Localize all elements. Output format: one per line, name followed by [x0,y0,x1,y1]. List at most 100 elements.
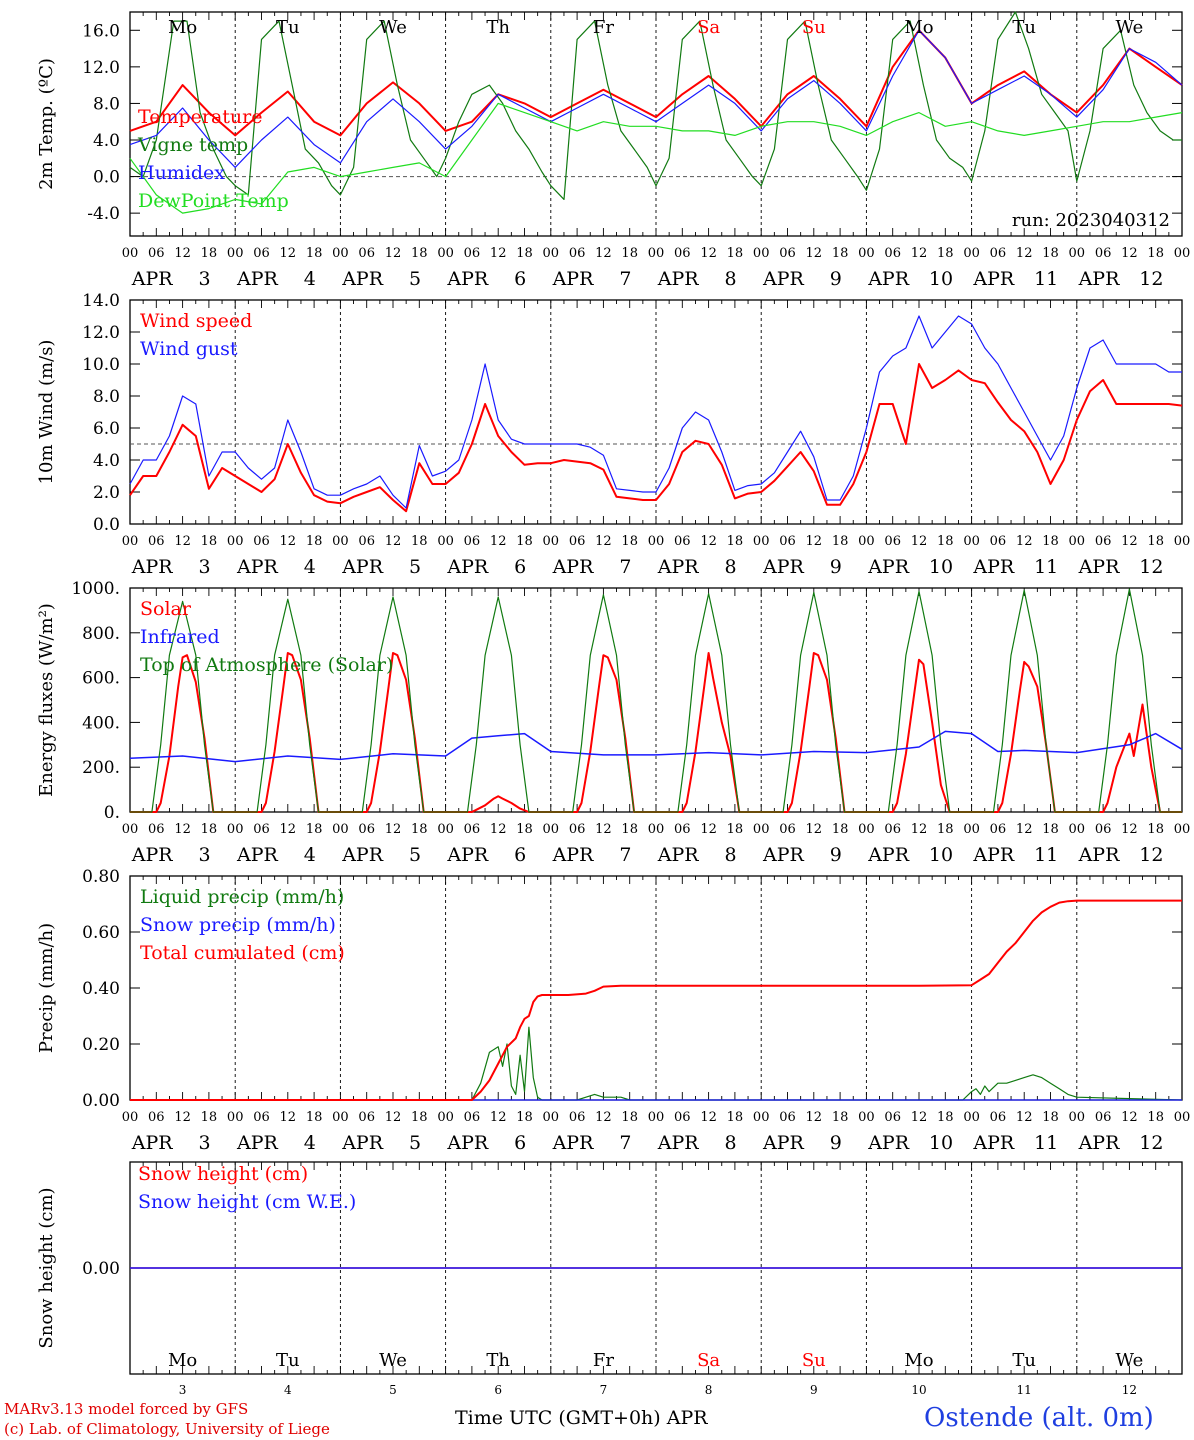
hour-tick-label: 12 [1121,534,1138,549]
legend-entry: Solar [140,598,192,620]
hour-tick-label: 12 [911,534,928,549]
day-label: Sa [697,17,720,38]
date-month-label: APR [446,844,489,866]
panel-snow: 0.00 Snow height (cm) Snow height (cm) Snow… [36,1161,1183,1397]
date-day-label: 6 [514,556,526,578]
y-tick-label: 14.0 [82,291,120,311]
date-day-label: 7 [619,1132,631,1154]
y-tick-label: 8.0 [93,94,120,114]
hour-tick-label: 00 [227,534,244,549]
hour-tick-label: 12 [280,1110,297,1125]
y-tick-label: 600. [82,669,120,689]
hour-tick-label: 18 [621,246,638,261]
date-day-label: 7 [619,844,631,866]
hour-tick-label: 18 [516,1110,533,1125]
hour-tick-label: 00 [963,534,980,549]
hour-tick-label: 00 [1174,822,1191,837]
hour-tick-label: 18 [306,1110,323,1125]
hour-tick-label: 12 [911,1110,928,1125]
hour-tick-label: 00 [437,822,454,837]
date-month-label: APR [552,1132,595,1154]
date-month-label: APR [657,844,700,866]
day-label: We [379,1350,407,1371]
date-month-label: APR [552,268,595,290]
date-day-label: 9 [830,844,842,866]
date-month-label: APR [446,268,489,290]
day-label: We [1116,17,1144,38]
date-month-label: APR [446,1132,489,1154]
date-month-label: APR [341,844,384,866]
date-day-label: 9 [830,268,842,290]
date-day-label: 3 [199,268,211,290]
hour-tick-label: 00 [227,822,244,837]
hour-tick-label: 12 [1016,1110,1033,1125]
hour-tick-label: 12 [174,246,191,261]
hour-tick-label: 00 [858,534,875,549]
hour-tick-label: 18 [201,246,218,261]
y-tick-label: 2.0 [93,483,120,503]
date-day-label: 6 [514,268,526,290]
date-day-label: 9 [830,556,842,578]
hour-tick-label: 12 [280,246,297,261]
hour-tick-label: 12 [595,822,612,837]
hour-tick-label: 12 [490,1110,507,1125]
date-day-label: 11 [1034,556,1058,578]
hour-tick-label: 12 [595,534,612,549]
hour-tick-label: 06 [464,246,481,261]
date-day-label: 6 [514,1132,526,1154]
hour-tick-label: 12 [595,246,612,261]
hour-tick-label: 18 [201,1110,218,1125]
legend-entry: DewPoint Temp [138,190,289,212]
hour-tick-label: 00 [1069,534,1086,549]
hour-tick-label: 18 [1042,534,1059,549]
legend-entry: Top of Atmosphere (Solar) [140,654,393,676]
hour-tick-label: 06 [253,534,270,549]
y-tick-label: 0.0 [93,515,120,535]
hour-tick-label: 06 [674,822,691,837]
date-month-label: APR [1078,844,1121,866]
day-label: Tu [276,1350,300,1371]
hour-tick-label: 00 [858,246,875,261]
day-label: Mo [168,17,197,38]
hour-tick-label: 06 [358,534,375,549]
legend-entry: Total cumulated (cm) [140,942,345,964]
hour-tick-label: 18 [201,822,218,837]
hour-tick-label: 06 [990,246,1007,261]
hour-tick-label: 12 [1016,246,1033,261]
lab-credit: (c) Lab. of Climatology, University of L… [4,1420,330,1438]
x-axis-label: Time UTC (GMT+0h) APR [455,1407,708,1429]
date-day-label: 10 [929,556,953,578]
date-month-label: APR [1078,268,1121,290]
hour-tick-label: 06 [253,246,270,261]
date-month-label: APR [341,268,384,290]
y-tick-label: -4.0 [87,204,120,224]
date-day-label: 8 [725,268,737,290]
hour-tick-label: 06 [990,534,1007,549]
date-day-label: 12 [1139,1132,1163,1154]
date-day-label: 11 [1034,844,1058,866]
panel-frame [129,587,1183,813]
y-axis-label: 10m Wind (m/s) [36,340,57,485]
hour-tick-label: 18 [1042,1110,1059,1125]
date-day-label: 4 [304,844,316,866]
hour-tick-label: 12 [700,534,717,549]
hour-tick-label: 12 [385,822,402,837]
hour-tick-label: 12 [174,822,191,837]
y-tick-label: 1000. [71,579,120,599]
panel-frame [129,875,1183,1101]
hour-tick-label: 06 [569,1110,586,1125]
hour-tick-label: 00 [963,246,980,261]
hour-tick-label: 06 [358,822,375,837]
hour-tick-label: 18 [1147,1110,1164,1125]
date-day-label: 7 [619,268,631,290]
hour-tick-label: 06 [990,1110,1007,1125]
date-month-label: APR [1078,1132,1121,1154]
hour-tick-label: 12 [1016,534,1033,549]
panel-wind: 14.0 12.0 10.0 8.0 6.0 4.0 2.0 0.0 10m Wind (m/s… [36,291,1190,578]
date-month-label: APR [972,556,1015,578]
hour-tick-label: 06 [253,1110,270,1125]
hour-tick-label: 00 [543,1110,560,1125]
date-day-label: 12 [1139,268,1163,290]
date-month-label: APR [131,268,174,290]
hour-tick-label: 06 [884,822,901,837]
